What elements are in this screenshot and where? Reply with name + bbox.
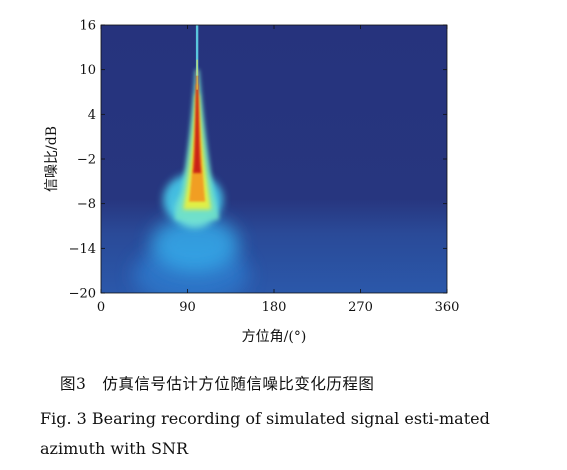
figure-caption-english: Fig. 3 Bearing recording of simulated si… (40, 409, 490, 458)
x-tick-label: 180 (262, 300, 287, 315)
heatmap-chart: 0 90 180 270 360 −20 −14 −8 −2 4 10 16 方位角/(°) 信噪比… (44, 19, 460, 346)
y-tick-label: −20 (69, 287, 96, 302)
y-tick-label: 4 (88, 108, 96, 123)
x-axis-ticks: 0 90 180 270 360 (97, 25, 460, 315)
y-tick-label: −14 (69, 242, 96, 257)
heatmap-spread-mid (151, 216, 240, 273)
y-axis-title: 信噪比/dB (44, 126, 60, 192)
x-tick-label: 360 (435, 300, 460, 315)
heatmap-ridge-peak (193, 69, 202, 173)
y-tick-label: −8 (77, 197, 96, 212)
x-axis-title: 方位角/(°) (242, 329, 307, 345)
figure-caption-chinese: 图3 仿真信号估计方位随信噪比变化历程图 (60, 375, 375, 393)
y-tick-label: 16 (79, 19, 96, 34)
heatmap-plot-area (101, 25, 447, 293)
y-tick-label: 10 (79, 63, 96, 78)
heatmap-ridge-line (195, 25, 199, 76)
heatmap-ridge (133, 25, 250, 293)
heatmap-ridge-line-core (196, 59, 198, 90)
y-axis-ticks: −20 −14 −8 −2 4 10 16 (69, 19, 447, 302)
x-tick-label: 0 (97, 300, 105, 315)
x-tick-label: 270 (348, 300, 373, 315)
x-tick-label: 90 (179, 300, 196, 315)
y-tick-label: −2 (77, 153, 96, 168)
